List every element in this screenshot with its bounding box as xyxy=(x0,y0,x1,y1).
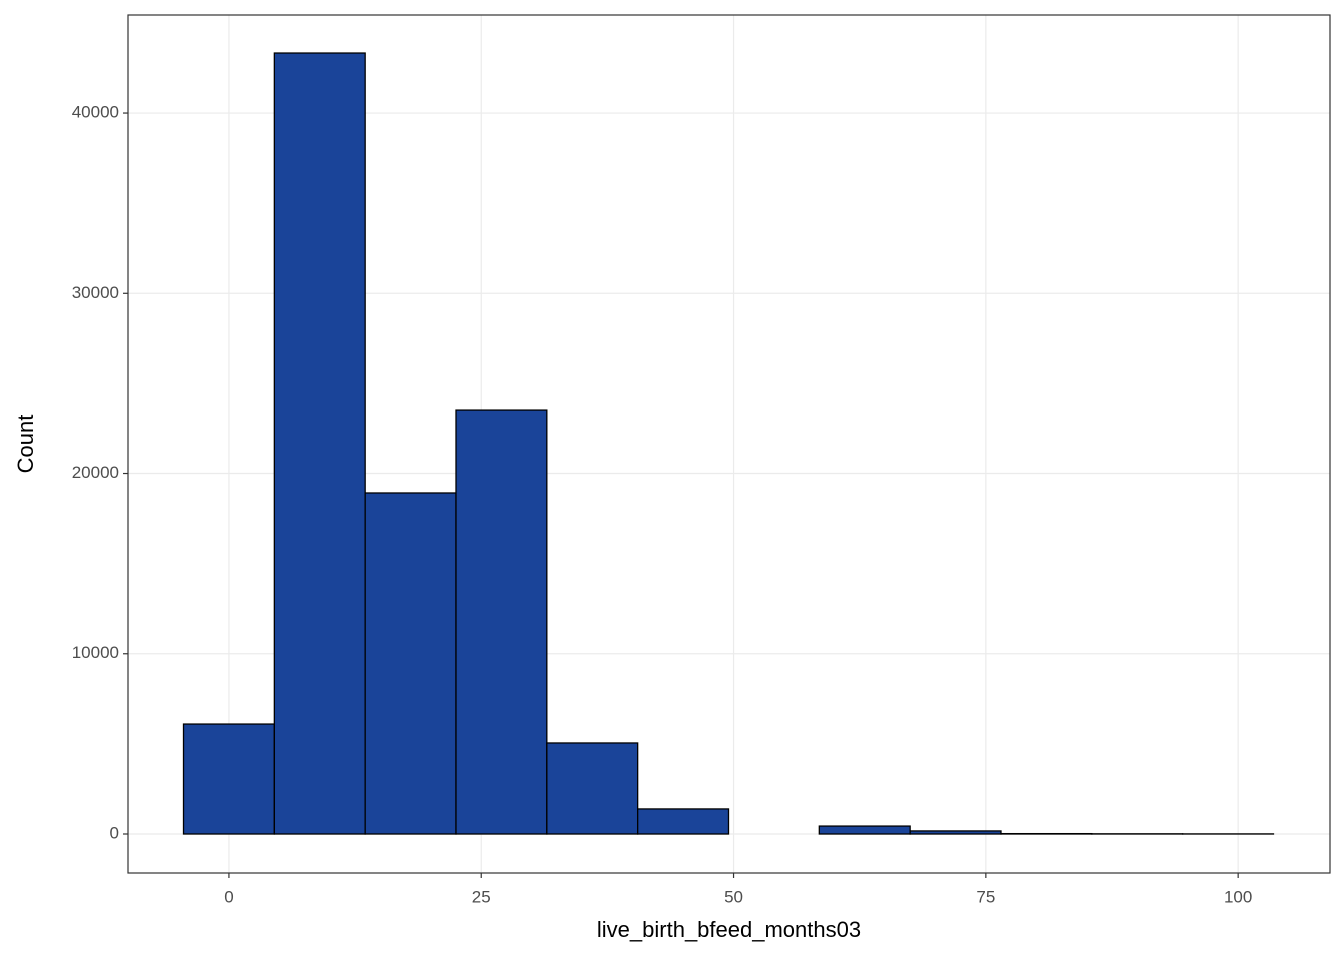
y-tick-label: 0 xyxy=(110,823,119,842)
x-tick-label: 25 xyxy=(472,887,491,906)
x-tick-label: 75 xyxy=(976,887,995,906)
x-tick-label: 0 xyxy=(224,887,233,906)
bar xyxy=(637,808,730,835)
y-tick-label: 10000 xyxy=(72,643,119,662)
y-tick-label: 40000 xyxy=(72,103,119,122)
panel-border xyxy=(127,14,1331,874)
y-tick-label: 30000 xyxy=(72,283,119,302)
bar xyxy=(455,409,548,835)
bar xyxy=(364,492,457,835)
bar xyxy=(818,825,911,835)
x-axis-title: live_birth_bfeed_months03 xyxy=(597,917,861,942)
bar xyxy=(273,52,366,835)
bar xyxy=(182,723,275,835)
x-tick-label: 50 xyxy=(724,887,743,906)
bar xyxy=(909,830,1002,835)
y-tick-label: 20000 xyxy=(72,463,119,482)
x-tick-label: 100 xyxy=(1224,887,1252,906)
bar xyxy=(546,742,639,835)
bars xyxy=(182,52,1275,835)
axes: 0 10000 20000 30000 40000 0 25 50 75 100 xyxy=(72,103,1253,907)
y-axis-title: Count xyxy=(13,415,38,474)
